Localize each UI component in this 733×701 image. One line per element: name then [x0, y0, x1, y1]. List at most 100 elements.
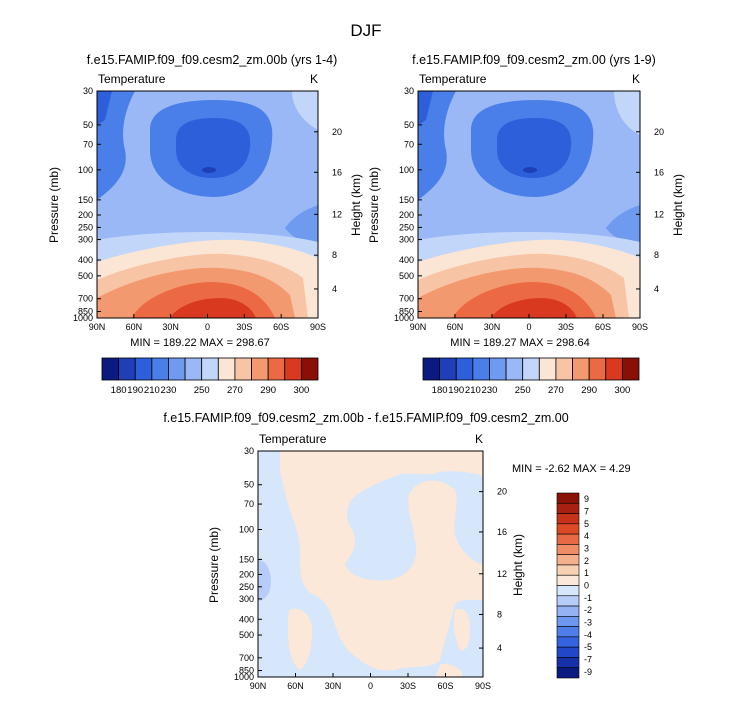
- y-tick-label: 200: [399, 210, 414, 220]
- colorbar-label: -1: [584, 593, 592, 603]
- y-tick-label: 70: [404, 139, 414, 149]
- panel-c-field: [258, 451, 483, 677]
- colorbar-box: [538, 357, 557, 381]
- colorbar-box: [555, 357, 573, 381]
- colorbar-box: [489, 357, 507, 381]
- y-tick-label: 200: [239, 569, 254, 579]
- y-tick-label: 30: [83, 86, 93, 96]
- colorbar-box: [556, 554, 580, 566]
- colorbar-box: [234, 357, 252, 381]
- y-right-tick-label: 12: [332, 209, 342, 219]
- panel-a-minmax: MIN = 189.22 MAX = 298.67: [130, 337, 269, 349]
- colorbar-label: 250: [194, 385, 210, 396]
- colorbar-label: 180: [111, 385, 127, 396]
- colorbar-box: [556, 636, 580, 648]
- colorbar-box: [605, 357, 623, 381]
- colorbar-label: -2: [584, 605, 592, 615]
- y-tick-label: 850: [78, 307, 93, 317]
- colorbar-box: [621, 357, 640, 381]
- panel-c: f.e15.FAMIP.f09_f09.cesm2_zm.00b - f.e15…: [163, 411, 630, 691]
- y-right-tick-label: 8: [332, 250, 337, 260]
- colorbar-box: [556, 523, 580, 535]
- y-right-tick-label: 20: [654, 127, 664, 137]
- y-tick-label: 250: [78, 222, 93, 232]
- y-tick-label: 250: [239, 582, 254, 592]
- colorbar-label: 180: [432, 385, 448, 396]
- x-tick-label: 0: [205, 322, 210, 332]
- colorbar-label: 250: [515, 385, 531, 396]
- panel-c-units: K: [475, 432, 483, 446]
- colorbar-box: [556, 585, 580, 597]
- x-tick-label: 30S: [558, 322, 574, 332]
- y-right-tick-label: 4: [654, 284, 659, 294]
- panel-b-ylabel-right: Height (km): [671, 174, 685, 236]
- panel-c-ylabel: Pressure (mb): [207, 527, 221, 603]
- colorbar-box: [251, 357, 269, 381]
- colorbar-label: 7: [584, 507, 589, 517]
- y-tick-label: 50: [83, 120, 93, 130]
- colorbar-label: -3: [584, 618, 592, 628]
- colorbar-box: [439, 357, 457, 381]
- x-tick-label: 60S: [595, 322, 611, 332]
- colorbar-box: [556, 626, 580, 638]
- colorbar-box: [556, 564, 580, 576]
- y-tick-label: 150: [239, 554, 254, 564]
- colorbar-label: -7: [584, 655, 592, 665]
- x-tick-label: 30S: [400, 681, 416, 691]
- y-tick-label: 700: [399, 294, 414, 304]
- y-tick-label: 30: [404, 86, 414, 96]
- colorbar-label: 9: [584, 494, 589, 504]
- colorbar-box: [422, 357, 441, 381]
- y-tick-label: 100: [78, 165, 93, 175]
- y-right-tick-label: 20: [332, 127, 342, 137]
- colorbar-box: [118, 357, 136, 381]
- panel-b-ylabel: Pressure (mb): [367, 167, 381, 243]
- colorbar-box: [556, 646, 580, 658]
- y-right-tick-label: 12: [497, 569, 507, 579]
- colorbar-box: [217, 357, 236, 381]
- colorbar-box: [168, 357, 186, 381]
- panel-a-field: [97, 91, 318, 318]
- y-right-tick-label: 20: [497, 487, 507, 497]
- colorbar-label: 4: [584, 531, 589, 541]
- y-tick-label: 70: [83, 139, 93, 149]
- panel-a-title: f.e15.FAMIP.f09_f09.cesm2_zm.00b (yrs 1-…: [87, 53, 338, 67]
- colorbar-box: [556, 502, 580, 514]
- colorbar-label: -5: [584, 642, 592, 652]
- colorbar-box: [267, 357, 286, 381]
- x-tick-label: 30N: [162, 322, 179, 332]
- y-tick-label: 50: [244, 480, 254, 490]
- colorbar-label: 210: [465, 385, 481, 396]
- colorbar-box: [556, 544, 580, 555]
- panel-b-colorbar: 180 190 210 230 250 270 290 300: [422, 357, 640, 396]
- x-tick-label: 90S: [475, 681, 491, 691]
- y-tick-label: 700: [239, 653, 254, 663]
- colorbar-box: [151, 357, 169, 381]
- colorbar-label: 300: [293, 385, 309, 396]
- colorbar-box: [556, 605, 580, 617]
- panel-b-field: [418, 91, 640, 318]
- colorbar-box: [556, 492, 580, 504]
- y-tick-label: 400: [399, 255, 414, 265]
- colorbar-box: [300, 357, 319, 381]
- colorbar-label: 230: [161, 385, 177, 396]
- y-tick-label: 700: [78, 294, 93, 304]
- y-right-tick-label: 4: [332, 284, 337, 294]
- colorbar-label: -4: [584, 630, 592, 640]
- y-tick-label: 300: [239, 594, 254, 604]
- x-tick-label: 60S: [437, 681, 453, 691]
- panel-b-units: K: [632, 72, 640, 86]
- y-tick-label: 50: [404, 120, 414, 130]
- y-tick-label: 500: [399, 271, 414, 281]
- y-tick-label: 250: [399, 222, 414, 232]
- y-tick-label: 30: [244, 446, 254, 456]
- panel-a: f.e15.FAMIP.f09_f09.cesm2_zm.00b (yrs 1-…: [47, 53, 363, 396]
- colorbar-label: 2: [584, 556, 589, 566]
- y-tick-label: 300: [399, 235, 414, 245]
- x-tick-label: 90N: [250, 681, 267, 691]
- panel-a-units: K: [310, 72, 318, 86]
- colorbar-label: 190: [127, 385, 143, 396]
- colorbar-box: [505, 357, 524, 381]
- colorbar-box: [284, 357, 302, 381]
